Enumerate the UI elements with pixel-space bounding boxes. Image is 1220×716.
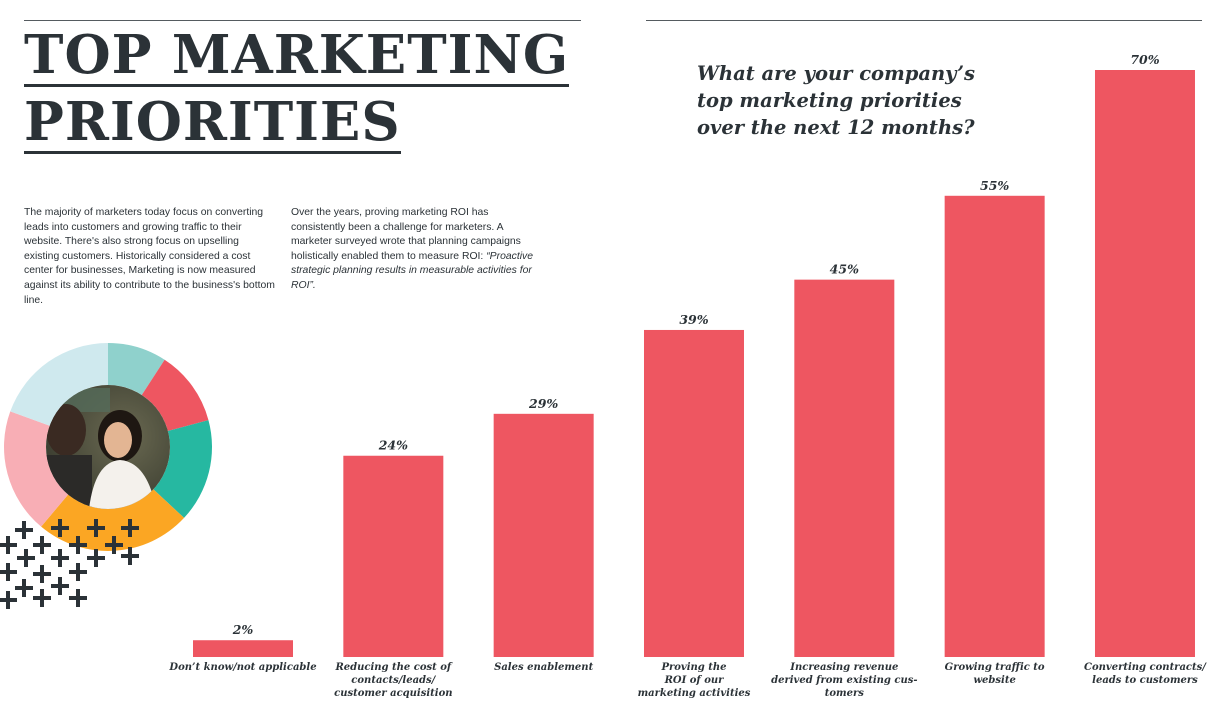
bar (193, 640, 293, 657)
category-label: Proving the ROI of our marketing activitie… (638, 662, 751, 699)
plus-mark (51, 519, 69, 537)
bar-value-label: 29% (528, 396, 558, 411)
plus-mark (51, 577, 69, 595)
intro-paragraph-2: Over the years, proving marketing ROI ha… (291, 206, 541, 294)
plus-mark (69, 536, 87, 554)
chart-title-line: over the next 12 months? (697, 116, 975, 139)
bar (794, 279, 895, 657)
chart-title: What are your company’s top marketing pr… (697, 60, 1027, 141)
donut-segment (108, 343, 165, 396)
plus-mark (0, 591, 17, 609)
plus-mark (87, 519, 105, 537)
top-rule-left (24, 20, 581, 21)
top-rule-right (646, 20, 1202, 21)
bar-value-label: 24% (378, 438, 408, 453)
plus-mark (33, 565, 51, 583)
page-title: TOP MARKETING PRIORITIES (24, 24, 570, 160)
plus-mark (121, 519, 139, 537)
plus-mark (87, 549, 105, 567)
bar-value-label: 39% (679, 312, 708, 327)
category-label: Reducing the cost of contacts/leads/custo… (334, 662, 453, 699)
donut-decoration (3, 343, 213, 551)
plus-mark (121, 547, 139, 565)
intro-quote: “Proactive strategic planning results in… (291, 250, 533, 291)
plus-mark (15, 579, 33, 597)
plus-mark (0, 536, 17, 554)
donut-segment (3, 411, 69, 527)
plus-mark (105, 536, 123, 554)
bar-value-label: 70% (1130, 52, 1159, 67)
intro-paragraph-2-text: Over the years, proving marketing ROI ha… (291, 207, 521, 262)
bar (1094, 70, 1195, 657)
plus-mark (69, 563, 87, 581)
plus-pattern-icon (0, 519, 139, 609)
plus-mark (33, 589, 51, 607)
category-label: Increasing revenue derived from existing … (771, 662, 917, 699)
person-photo-icon (46, 385, 170, 509)
category-label: Don’t know/not applicable (168, 662, 316, 673)
donut-segment (153, 420, 213, 518)
plus-mark (33, 536, 51, 554)
donut-segment (141, 359, 209, 431)
plus-mark (17, 549, 35, 567)
page-title-line-2: PRIORITIES (24, 91, 401, 154)
chart-title-line: What are your company’s (697, 62, 975, 85)
category-label: Sales enablement (494, 662, 593, 673)
donut-segment (41, 489, 185, 551)
category-label: Growing traffic to website (945, 662, 1045, 686)
page-title-line-1: TOP MARKETING (24, 24, 570, 87)
intro-paragraph-1: The majority of marketers today focus on… (24, 207, 275, 306)
bar (493, 413, 594, 657)
bar-value-label: 55% (980, 178, 1009, 193)
plus-mark (15, 521, 33, 539)
bar (944, 195, 1045, 658)
plus-mark (51, 549, 69, 567)
bar-value-label: 45% (830, 262, 859, 277)
chart-title-line: top marketing priorities (697, 89, 962, 112)
plus-mark (0, 563, 17, 581)
bar (643, 329, 744, 657)
bar (343, 455, 444, 657)
bar-value-label: 2% (232, 622, 254, 637)
donut-segment (10, 343, 109, 426)
plus-mark (69, 589, 87, 607)
category-label: Converting contracts/leads to customers (1084, 662, 1207, 686)
